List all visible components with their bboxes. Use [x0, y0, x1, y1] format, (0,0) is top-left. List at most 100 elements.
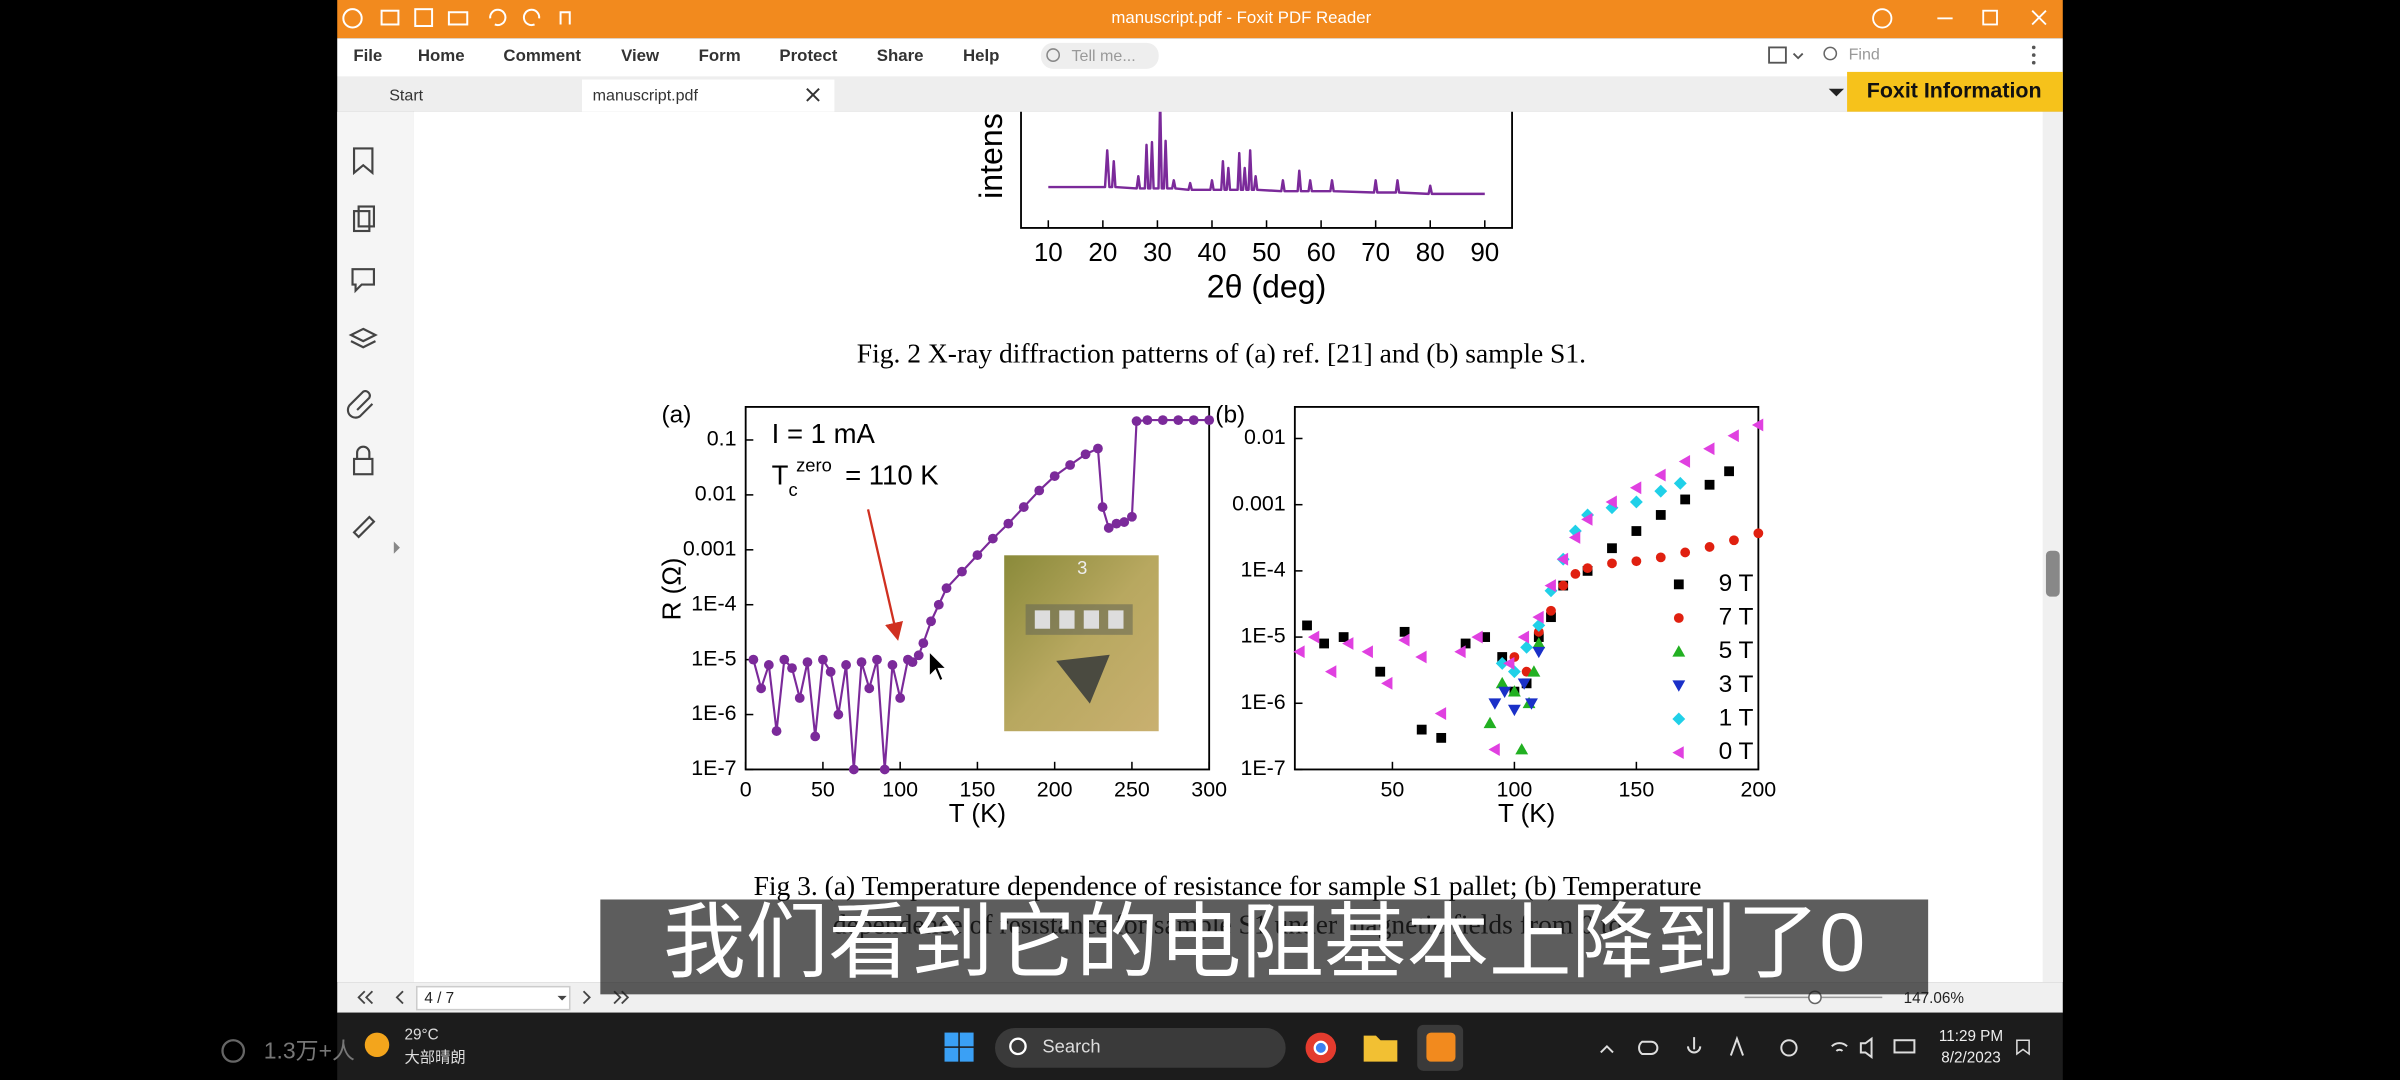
x-tick-label: 20 [1088, 237, 1117, 267]
search[interactable]: Search [1042, 1036, 1100, 1057]
sidebar-icons[interactable] [346, 147, 378, 539]
y-tick-label: 0.1 [707, 427, 737, 451]
tell-me[interactable]: Tell me... [1072, 47, 1136, 65]
data-point [1568, 524, 1582, 538]
clock-date[interactable]: 8/2/2023 [1941, 1050, 2000, 1067]
data-point [787, 663, 797, 674]
data-point [1751, 418, 1764, 432]
data-point [1515, 743, 1529, 755]
data-point [1003, 518, 1014, 529]
y-axis-label: intens [973, 113, 1009, 199]
page-number[interactable]: 4 / 7 [424, 990, 454, 1007]
data-point [1065, 460, 1076, 470]
weather[interactable]: 大部晴朗 [405, 1050, 466, 1067]
data-point [972, 550, 983, 561]
tab-close[interactable] [806, 88, 820, 102]
menu-item[interactable]: Help [963, 46, 999, 65]
tray-icons[interactable] [1600, 1035, 1916, 1060]
quick-access[interactable] [342, 8, 571, 29]
y-tick-label: 0.01 [1244, 425, 1286, 449]
window-controls[interactable] [1872, 8, 2047, 29]
data-point [1629, 495, 1643, 509]
plot: 50 100 150 200 1E-7 1E-6 1E-5 1E-4 0.001 0.01 T (K… [1215, 402, 1776, 829]
data-point [1361, 645, 1373, 659]
menu-item[interactable]: Share [877, 46, 924, 65]
x-tick-label: 90 [1470, 237, 1499, 267]
search-box[interactable] [995, 1027, 1286, 1068]
clock-time[interactable]: 11:29 PM [1939, 1028, 2003, 1045]
subtitle-backdrop [600, 899, 1929, 995]
page-box[interactable] [416, 985, 571, 1011]
data-point [1727, 429, 1739, 443]
y-tick-label: 0.01 [695, 482, 737, 506]
scroll-thumb[interactable] [2045, 550, 2060, 597]
data-point [1157, 415, 1168, 426]
y-tick-label: 1E-6 [691, 701, 736, 725]
menu-item[interactable]: Form [699, 46, 741, 65]
data-point [913, 650, 924, 661]
menu-item[interactable]: Protect [779, 46, 837, 65]
legend-marker [1672, 746, 1684, 760]
data-point [825, 666, 836, 677]
tab-label[interactable]: manuscript.pdf [593, 87, 699, 105]
temperature[interactable]: 29°C [405, 1027, 439, 1044]
data-point [1631, 556, 1642, 567]
find-box[interactable] [1818, 41, 2005, 71]
data-point [1527, 665, 1541, 677]
data-point [1729, 535, 1739, 546]
search-icon [1009, 1037, 1027, 1056]
active-tab[interactable] [581, 79, 835, 112]
pdf-page [413, 111, 2043, 983]
scrollbar[interactable] [2042, 111, 2063, 983]
data-point [1173, 415, 1184, 426]
x-tick-label: 200 [1740, 778, 1776, 802]
y-tick-label: 1E-7 [691, 756, 736, 780]
foxit-info[interactable]: Foxit Information [1867, 78, 2042, 102]
data-point [1517, 678, 1531, 690]
data-point [1507, 704, 1521, 717]
notifications[interactable] [2016, 1039, 2030, 1056]
weather-icon[interactable] [364, 1032, 390, 1058]
explorer-icon[interactable] [1363, 1035, 1398, 1062]
find[interactable]: Find [1849, 45, 1880, 63]
x-axis-label: T (K) [949, 798, 1006, 828]
data-point [756, 683, 767, 694]
page-dropdown[interactable] [557, 995, 567, 1001]
y-axis-label: R (Ω) [657, 558, 687, 621]
annotation-tc-symbol: T [772, 460, 789, 491]
y-tick-label: 1E-6 [1240, 690, 1285, 714]
sidebar [337, 111, 414, 983]
legend-label: 7 T [1719, 603, 1754, 630]
tell-me-box[interactable] [1040, 42, 1159, 69]
data-point [1724, 466, 1734, 477]
data-point [1654, 484, 1668, 498]
data-point [833, 709, 844, 720]
foxit-info-button[interactable] [1847, 71, 2063, 112]
sidebar-expand[interactable] [393, 541, 400, 554]
x-tick-label: 30 [1143, 237, 1172, 267]
tab-label[interactable]: Start [389, 87, 423, 105]
legend-marker [1672, 712, 1686, 726]
data-point [1415, 650, 1427, 664]
menu-item[interactable]: Comment [503, 46, 581, 65]
data-point [987, 533, 998, 544]
tab-dropdown[interactable] [1828, 88, 1845, 97]
start-button[interactable] [944, 1032, 974, 1062]
data-point [1307, 630, 1320, 644]
data-point [818, 654, 828, 665]
x-tick-label: 150 [960, 778, 996, 802]
data-point [1532, 618, 1546, 632]
data-point [1507, 665, 1521, 679]
more-menu[interactable] [2031, 45, 2036, 65]
x-tick-label: 80 [1416, 237, 1445, 267]
data-point [802, 657, 813, 668]
toolbar-icons[interactable] [1768, 46, 1804, 64]
menu-item[interactable]: View [621, 46, 660, 65]
data-point [1399, 626, 1410, 637]
data-point [1704, 542, 1715, 552]
data-point [1607, 543, 1617, 554]
data-point [1103, 523, 1114, 533]
menu-item[interactable]: File [353, 46, 382, 65]
menu-item[interactable]: Home [418, 46, 465, 65]
